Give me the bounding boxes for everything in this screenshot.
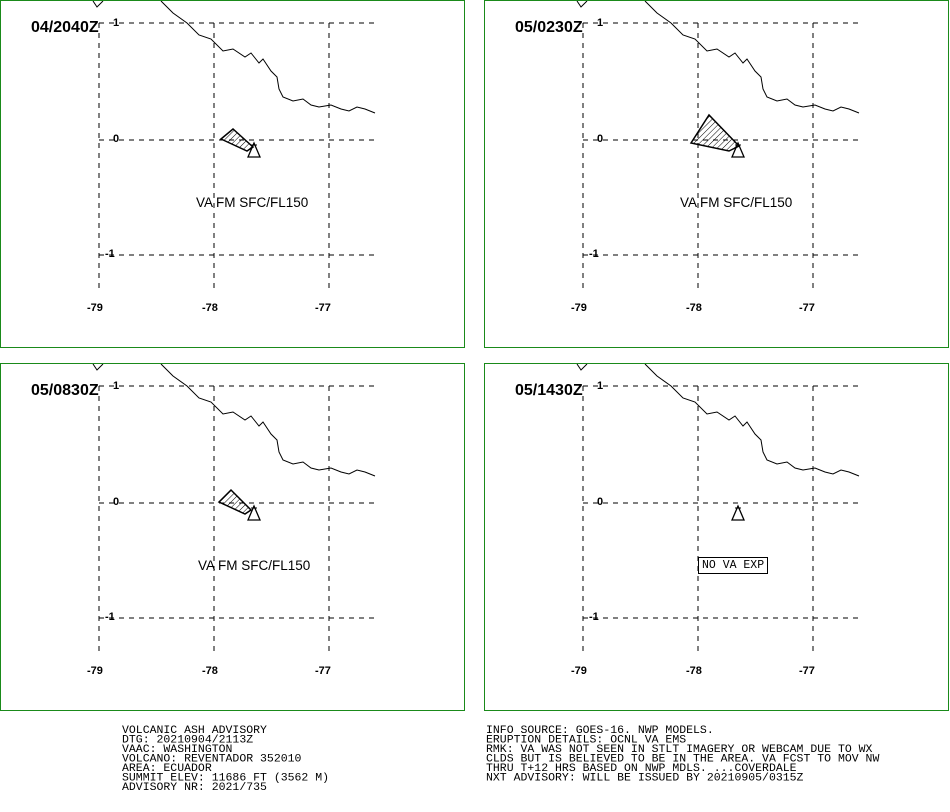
- panel-time-label: 04/2040Z: [31, 19, 99, 36]
- lon-tick-79: -79: [571, 302, 587, 314]
- ash-cloud-polygon: [217, 488, 253, 515]
- lon-tick-78: -78: [202, 302, 218, 314]
- lat-tick-1: 1: [113, 17, 120, 29]
- advisory-line: ADVISORY NR: 2021/735: [122, 781, 267, 794]
- volcano-triangle-icon: [247, 504, 261, 521]
- lat-tick-neg1: -1: [105, 611, 115, 623]
- lon-tick-77: -77: [799, 665, 815, 677]
- coastline-path: [644, 364, 860, 477]
- va-altitude-label: VA FM SFC/FL150: [680, 195, 793, 210]
- lon-tick-77: -77: [799, 302, 815, 314]
- coastline-path: [160, 364, 376, 477]
- volcano-triangle-icon: [731, 504, 745, 521]
- map-panel-4: 05/1430Z NO VA EXP 1 0 -1 -79 -78 -77: [484, 363, 949, 711]
- advisory-left-block: VOLCANIC ASH ADVISORY DTG: 20210904/2113Z…: [122, 717, 329, 803]
- ash-cloud-polygon-1: [219, 128, 255, 152]
- lat-tick-0: 0: [113, 496, 120, 508]
- coastline-notch: [576, 364, 588, 371]
- lon-tick-79: -79: [87, 665, 103, 677]
- lat-tick-0: 0: [113, 133, 120, 145]
- volcano-triangle-icon: [731, 141, 745, 158]
- advisory-line: ERUPTION DETAILS: OCNL VA EMS: [486, 734, 687, 747]
- map-svg-3: [92, 364, 377, 656]
- va-altitude-label: VA FM SFC/FL150: [198, 558, 311, 573]
- lon-tick-78: -78: [686, 665, 702, 677]
- map-svg-1: [92, 1, 377, 293]
- lat-tick-1: 1: [113, 380, 120, 392]
- lon-tick-77: -77: [315, 665, 331, 677]
- lat-tick-1: 1: [597, 380, 604, 392]
- volcano-triangle-icon: [731, 141, 745, 158]
- map-svg-4: [576, 364, 861, 656]
- volcano-triangle-icon: [247, 141, 261, 158]
- no-va-expected-box: NO VA EXP: [698, 557, 769, 574]
- map-panel-1: 04/2040Z VA FM SFC/FL150 1 0 -1 -79 -78 …: [0, 0, 465, 348]
- lon-tick-77: -77: [315, 302, 331, 314]
- advisory-line: NXT ADVISORY: WILL BE ISSUED BY 20210905…: [486, 772, 804, 785]
- panel-time-label: 05/1430Z: [515, 382, 583, 399]
- lon-tick-79: -79: [87, 302, 103, 314]
- advisory-line: VOLCANIC ASH ADVISORY: [122, 724, 267, 737]
- ash-cloud-polygon: [219, 128, 255, 152]
- map-panel-2: 05/0230Z VA FM SFC/FL150 1 0 -1 -79 -78 …: [484, 0, 949, 348]
- coastline-path: [160, 1, 376, 114]
- coastline-path: [644, 1, 860, 114]
- lon-tick-78: -78: [686, 302, 702, 314]
- lon-tick-78: -78: [202, 665, 218, 677]
- advisory-line: DTG: 20210904/2113Z: [122, 734, 254, 747]
- map-panel-3: 05/0830Z VA FM SFC/FL150 1 0 -1 -79 -78 …: [0, 363, 465, 711]
- ash-cloud-polygon-3: [217, 488, 253, 515]
- va-altitude-label: VA FM SFC/FL150: [196, 195, 309, 210]
- panel-time-label: 05/0830Z: [31, 382, 99, 399]
- lat-tick-neg1: -1: [589, 611, 599, 623]
- map-svg-2: [576, 1, 861, 293]
- lat-tick-neg1: -1: [589, 248, 599, 260]
- advisory-line: VAAC: WASHINGTON: [122, 743, 233, 756]
- advisory-line: RMK: VA WAS NOT SEEN IN STLT IMAGERY OR …: [486, 743, 873, 756]
- advisory-line: THRU T+12 HRS BASED ON NWP MDLS. ...COVE…: [486, 762, 797, 775]
- coastline-notch: [92, 364, 104, 371]
- volcano-triangle-icon: [247, 141, 261, 158]
- volcano-triangle-icon: [247, 504, 261, 521]
- lon-tick-79: -79: [571, 665, 587, 677]
- panel-time-label: 05/0230Z: [515, 19, 583, 36]
- volcano-triangle-icon: [731, 504, 745, 521]
- advisory-line: CLDS BUT IS BELIEVED TO BE IN THE AREA. …: [486, 753, 880, 766]
- lat-tick-0: 0: [597, 496, 604, 508]
- lat-tick-neg1: -1: [105, 248, 115, 260]
- coastline-notch: [576, 1, 588, 8]
- advisory-right-block: INFO SOURCE: GOES-16. NWP MODELS. ERUPTIO…: [486, 717, 879, 793]
- lat-tick-0: 0: [597, 133, 604, 145]
- lat-tick-1: 1: [597, 17, 604, 29]
- advisory-line: VOLCANO: REVENTADOR 352010: [122, 753, 302, 766]
- advisory-line: SUMMIT ELEV: 11686 FT (3562 M): [122, 772, 330, 785]
- advisory-line: AREA: ECUADOR: [122, 762, 212, 775]
- coastline-notch: [92, 1, 104, 8]
- advisory-line: INFO SOURCE: GOES-16. NWP MODELS.: [486, 724, 714, 737]
